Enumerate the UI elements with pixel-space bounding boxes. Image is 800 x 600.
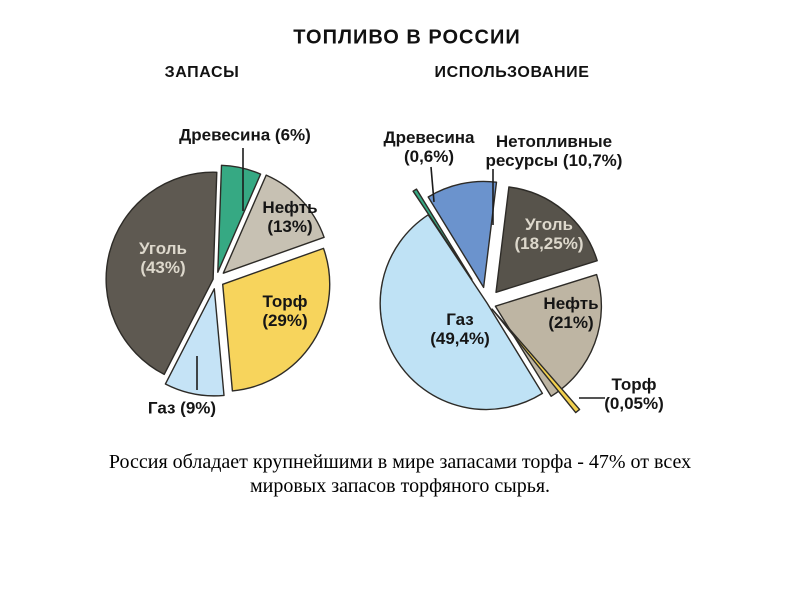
pie-slice-usage-3	[379, 214, 544, 411]
pie-slice-usage-4	[412, 188, 473, 281]
pie-slice-usage-2	[491, 308, 581, 414]
slice-label-wood-reserves: Древесина (6%)	[179, 125, 311, 145]
pie-slice-usage-5	[427, 180, 498, 289]
slice-label-wood-usage: Древесина (0,6%)	[383, 128, 475, 166]
usage-pie-chart	[379, 180, 603, 414]
caption-line-1: Россия обладает крупнейшими в мире запас…	[108, 451, 692, 473]
reserves-pie-chart	[105, 164, 331, 397]
pie-slice-reserves-4	[105, 171, 218, 376]
page-title: ТОПЛИВО В РОССИИ	[293, 26, 521, 49]
caption: Россия обладает крупнейшими в мире запас…	[20, 450, 780, 498]
slice-label-coal-reserves: Уголь (43%)	[139, 239, 187, 277]
slice-label-nonfuel-usage: Нетопливные ресурсы (10,7%)	[485, 132, 623, 170]
pie-slice-usage-0	[495, 186, 598, 293]
slice-label-gas-reserves: Газ (9%)	[147, 398, 217, 418]
pie-slice-reserves-3	[164, 288, 225, 397]
slice-label-oil-usage: Нефть (21%)	[543, 294, 599, 332]
slice-label-peat-usage: Торф (0,05%)	[604, 375, 664, 413]
slice-label-oil-reserves: Нефть (13%)	[262, 198, 318, 236]
usage-chart-title: ИСПОЛЬЗОВАНИЕ	[434, 64, 590, 81]
slice-label-coal-usage: Уголь (18,25%)	[514, 215, 584, 253]
leader-lines	[196, 148, 605, 399]
slice-label-gas-usage: Газ (49,4%)	[430, 310, 490, 348]
caption-line-2: мировых запасов торфяного сырья.	[249, 475, 551, 497]
pie-slice-reserves-1	[222, 174, 325, 274]
slice-label-peat-reserves: Торф (29%)	[262, 292, 308, 330]
leader-line-wood-usage	[430, 166, 435, 203]
reserves-chart-title: ЗАПАСЫ	[164, 64, 240, 81]
pie-slice-reserves-0	[217, 164, 262, 273]
pie-slice-reserves-2	[222, 247, 331, 392]
